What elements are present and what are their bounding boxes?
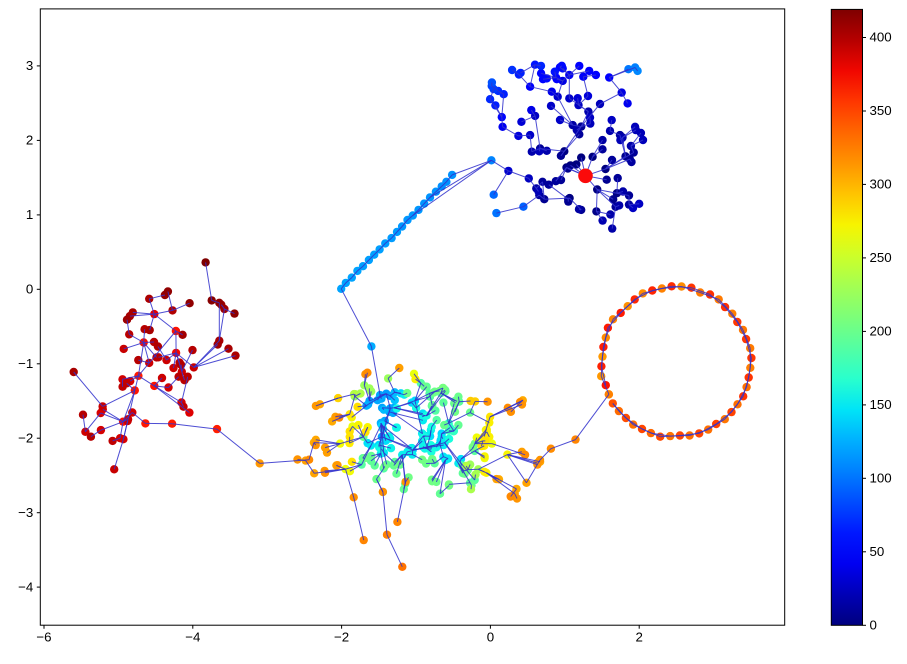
svg-text:0: 0 (487, 630, 494, 645)
svg-text:2: 2 (635, 630, 642, 645)
svg-text:100: 100 (870, 471, 892, 486)
svg-text:0: 0 (26, 282, 33, 297)
svg-text:−6: −6 (36, 630, 51, 645)
svg-text:400: 400 (870, 30, 892, 45)
svg-text:200: 200 (870, 324, 892, 339)
svg-text:300: 300 (870, 177, 892, 192)
svg-text:1: 1 (26, 207, 33, 222)
svg-text:−3: −3 (18, 505, 33, 520)
svg-text:250: 250 (870, 250, 892, 265)
svg-text:0: 0 (870, 618, 877, 633)
svg-text:−2: −2 (18, 430, 33, 445)
svg-text:−4: −4 (185, 630, 200, 645)
svg-text:−2: −2 (334, 630, 349, 645)
svg-text:−1: −1 (18, 356, 33, 371)
svg-text:150: 150 (870, 397, 892, 412)
svg-text:2: 2 (26, 133, 33, 148)
svg-text:−4: −4 (18, 579, 33, 594)
svg-text:3: 3 (26, 58, 33, 73)
svg-text:50: 50 (870, 544, 885, 559)
svg-text:350: 350 (870, 103, 892, 118)
